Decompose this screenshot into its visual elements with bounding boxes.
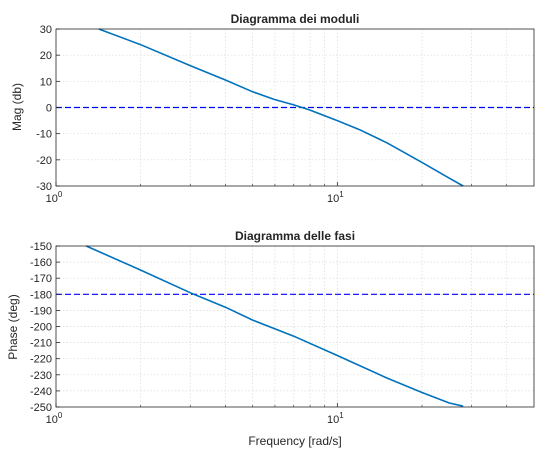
y-tick-label: -150 bbox=[30, 241, 52, 253]
y-tick-label: -220 bbox=[30, 354, 52, 366]
response-line bbox=[85, 245, 464, 407]
chart-title: Diagramma dei moduli bbox=[231, 12, 360, 26]
y-tick-label: -30 bbox=[36, 181, 52, 193]
y-tick-label: -20 bbox=[36, 155, 52, 167]
x-tick-labels: 100 101 bbox=[46, 403, 508, 426]
y-tick-labels: 30 20 10 0 -10 -20 -30 bbox=[36, 24, 60, 193]
y-tick-label: 0 bbox=[46, 103, 52, 115]
y-tick-label: -160 bbox=[30, 257, 52, 269]
chart-title: Diagramma delle fasi bbox=[235, 229, 355, 243]
y-tick-label: -210 bbox=[30, 338, 52, 350]
series-layer bbox=[85, 245, 464, 407]
x-tick-label: 101 bbox=[327, 190, 344, 205]
y-tick-label: -250 bbox=[30, 402, 52, 414]
y-axis-label: Mag (db) bbox=[10, 83, 24, 131]
x-axis-label: Frequency [rad/s] bbox=[248, 434, 341, 448]
y-tick-labels: -150 -160 -170 -180 -190 -200 -210 -220 -230 -240… bbox=[30, 241, 60, 414]
y-tick-label: -230 bbox=[30, 370, 52, 382]
y-tick-label: -240 bbox=[30, 386, 52, 398]
phase-plot: -150 -160 -170 -180 -190 -200 -210 -220 -230 -240… bbox=[6, 229, 535, 448]
y-tick-label: -180 bbox=[30, 289, 52, 301]
x-tick-labels: 100 101 bbox=[46, 182, 508, 205]
series-layer bbox=[98, 28, 464, 187]
x-tick-label: 100 bbox=[46, 411, 63, 426]
y-tick-label: -190 bbox=[30, 305, 52, 317]
y-tick-label: -170 bbox=[30, 273, 52, 285]
x-tick-label: 101 bbox=[327, 411, 344, 426]
y-tick-label: -10 bbox=[36, 129, 52, 141]
y-axis-label: Phase (deg) bbox=[6, 294, 20, 359]
y-tick-label: -200 bbox=[30, 322, 52, 334]
y-tick-label: 10 bbox=[40, 76, 52, 88]
x-tick-label: 100 bbox=[46, 190, 63, 205]
response-line bbox=[98, 28, 464, 187]
y-tick-label: 20 bbox=[40, 50, 52, 62]
y-tick-label: 30 bbox=[40, 24, 52, 36]
